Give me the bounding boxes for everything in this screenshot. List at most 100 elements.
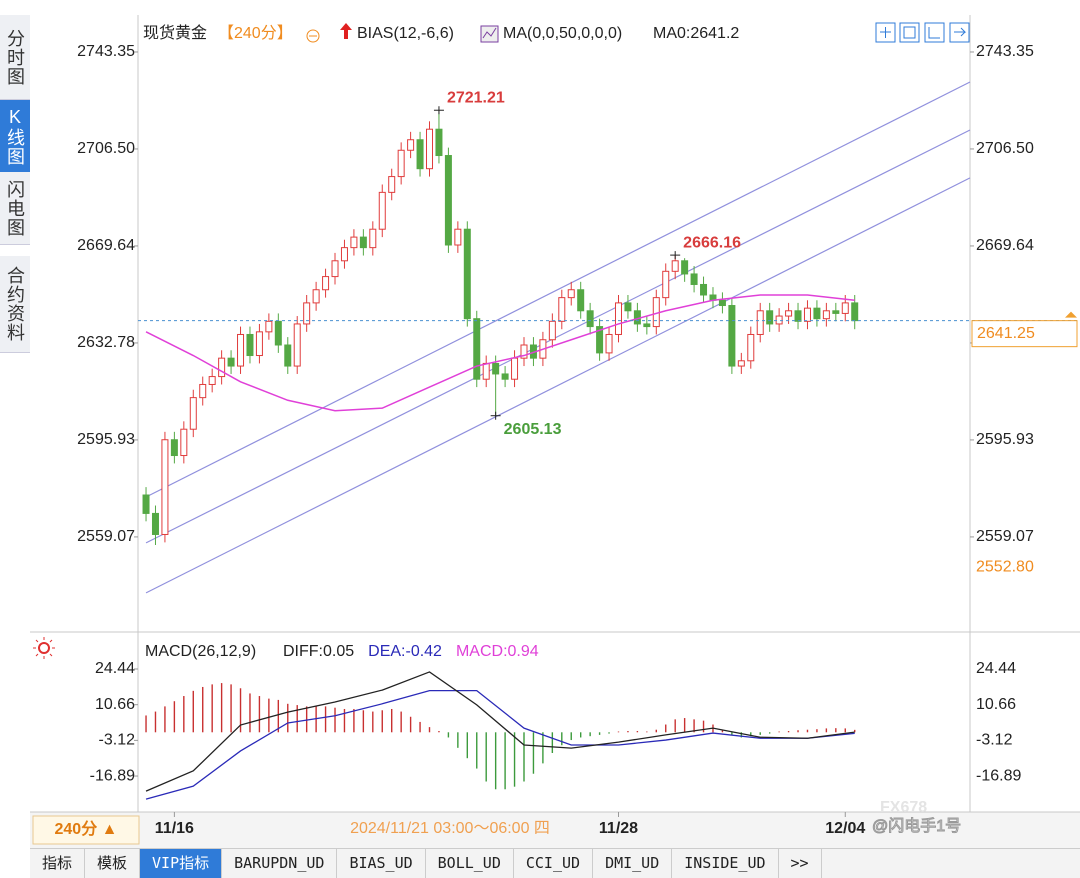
y-tick-label: 2706.50 xyxy=(77,140,135,157)
candle-body xyxy=(463,228,471,320)
sidebar-tab[interactable]: 闪电图 xyxy=(0,172,30,245)
candle-body xyxy=(284,344,292,367)
candle-body xyxy=(728,305,736,367)
tab[interactable]: INSIDE_UD xyxy=(672,849,779,878)
candle-body xyxy=(274,320,282,346)
x-tick-label: 11/28 xyxy=(599,820,638,837)
candle-body xyxy=(255,331,263,357)
tab[interactable]: CCI_UD xyxy=(514,849,594,878)
y-tick-label: 2743.35 xyxy=(976,43,1034,60)
candle-body xyxy=(218,357,226,378)
sidebar-tab[interactable]: 合约资料 xyxy=(0,256,30,353)
candle-body xyxy=(737,360,745,367)
candle-body xyxy=(520,344,528,359)
tool-icon xyxy=(880,26,967,39)
candle-body xyxy=(501,373,509,380)
ma-label: MA0:2641.2 xyxy=(653,25,739,42)
icon xyxy=(340,23,352,39)
y-tick-label: 2632.78 xyxy=(77,334,135,351)
toolbar xyxy=(875,22,970,43)
sidebar-tab[interactable]: K线图 xyxy=(0,100,30,173)
tool-button[interactable] xyxy=(875,22,896,43)
candle-body xyxy=(388,176,396,193)
candle-body xyxy=(227,357,235,367)
tab[interactable]: BOLL_UD xyxy=(426,849,514,878)
tab[interactable]: VIP指标 xyxy=(140,849,223,878)
candle-body xyxy=(822,310,830,320)
tool-button[interactable] xyxy=(899,22,920,43)
candle-body xyxy=(369,228,377,249)
candle-body xyxy=(180,428,188,457)
tab[interactable]: BARUPDN_UD xyxy=(222,849,338,878)
candle-body xyxy=(643,323,651,328)
candle-body xyxy=(161,439,169,535)
legend-entry: MACD:0.94 xyxy=(456,643,539,660)
watermark: FX678 xyxy=(880,799,927,816)
tab[interactable]: 模板 xyxy=(85,849,141,878)
period: 【240分】 xyxy=(218,24,293,42)
candle-body xyxy=(756,310,764,335)
candle-body xyxy=(331,260,339,278)
candle-body xyxy=(700,283,708,296)
candle-body xyxy=(378,191,386,230)
last-price-arrow xyxy=(1065,311,1077,318)
sidebar-tab[interactable]: 分时图 xyxy=(0,15,30,100)
candle-body xyxy=(312,289,320,304)
y-tick-label: 24.44 xyxy=(95,660,135,677)
tab[interactable]: >> xyxy=(779,849,822,878)
period-button[interactable] xyxy=(32,815,140,845)
channel-line xyxy=(145,129,971,544)
dea-line xyxy=(145,689,855,800)
candle-body xyxy=(293,323,301,367)
candle-body xyxy=(747,333,755,362)
candle-body xyxy=(586,310,594,328)
candle-body xyxy=(785,310,793,317)
y-tick-label: -16.89 xyxy=(90,767,135,784)
candle-body xyxy=(775,315,783,325)
chart-title: 现货黄金 xyxy=(143,24,207,42)
legend-entry: DEA:-0.42 xyxy=(368,643,442,660)
candle-body xyxy=(548,320,556,341)
candle-body xyxy=(577,289,585,312)
tool-button[interactable] xyxy=(949,22,970,43)
x-tick-label: 12/04 xyxy=(825,820,865,837)
candle-body xyxy=(473,318,481,380)
candle-body xyxy=(841,302,849,314)
y-tick-label: 2595.93 xyxy=(77,431,135,448)
candle-body xyxy=(142,494,150,514)
candle-body xyxy=(482,362,490,380)
icon[interactable] xyxy=(38,642,50,654)
y-tick-label: -3.12 xyxy=(99,732,136,749)
price-marker: 2552.80 xyxy=(976,559,1034,576)
candle-body xyxy=(596,326,604,354)
candle-body xyxy=(624,302,632,312)
candle-body xyxy=(407,139,415,151)
candle-body xyxy=(614,302,622,335)
candle-body xyxy=(813,307,821,320)
y-tick-label: 10.66 xyxy=(95,696,135,713)
last-price-box xyxy=(971,320,1078,348)
tab[interactable]: DMI_UD xyxy=(593,849,673,878)
candle-body xyxy=(567,289,575,299)
y-tick-label: 2559.07 xyxy=(77,528,135,545)
tab[interactable]: BIAS_UD xyxy=(337,849,426,878)
y-tick-label: 24.44 xyxy=(976,660,1016,677)
channel-line xyxy=(145,177,971,594)
candle-body xyxy=(605,333,613,354)
tab[interactable]: 指标 xyxy=(30,849,86,878)
candle-body xyxy=(766,310,774,325)
candle-body xyxy=(690,273,698,285)
annotation: 2666.16 xyxy=(683,234,741,251)
candle-body xyxy=(492,362,500,375)
icon[interactable] xyxy=(306,29,320,43)
candle-body xyxy=(511,357,519,380)
x-tick-label: 11/16 xyxy=(155,820,194,837)
candle-body xyxy=(359,236,367,249)
candle-body xyxy=(426,128,434,170)
tool-button[interactable] xyxy=(924,22,945,43)
candle-body xyxy=(681,260,689,275)
macd-title: MACD(26,12,9) xyxy=(145,643,256,660)
candle-body xyxy=(189,397,197,430)
candle-body xyxy=(350,236,358,249)
y-tick-label: 2743.35 xyxy=(77,43,135,60)
